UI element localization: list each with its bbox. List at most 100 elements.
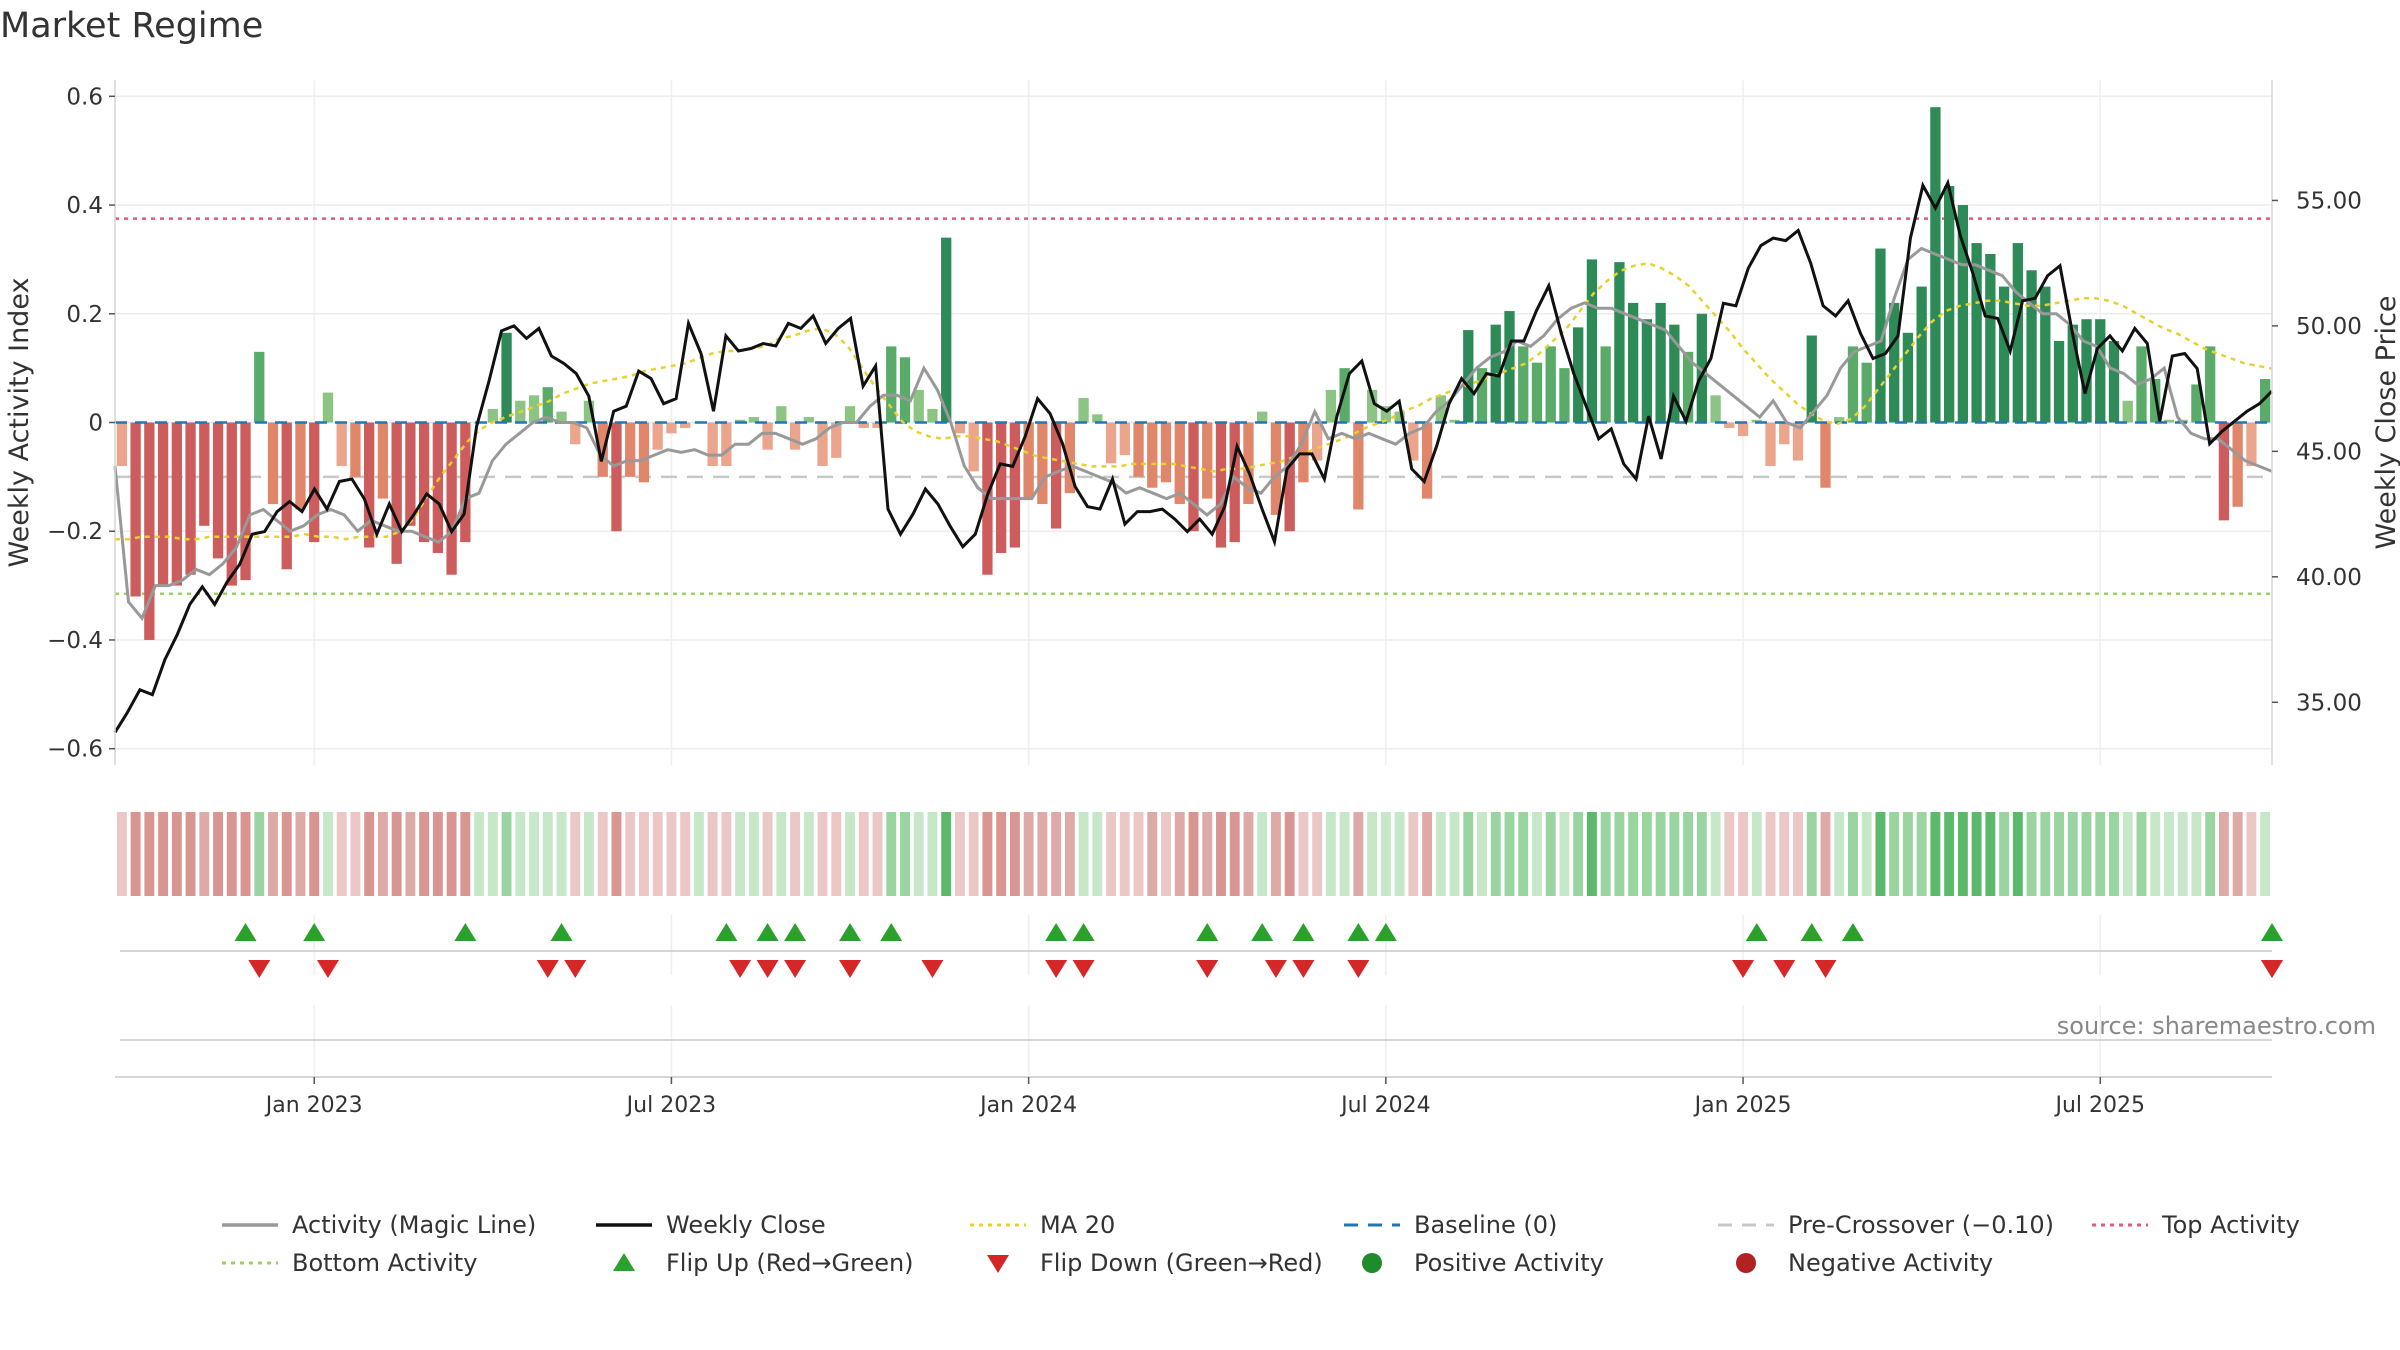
activity-bar bbox=[1366, 389, 1378, 423]
legend-item: Weekly Close bbox=[596, 1211, 826, 1239]
regime-cell bbox=[1985, 812, 1996, 896]
activity-bar bbox=[789, 422, 801, 450]
flip-down-marker bbox=[729, 960, 752, 978]
activity-bar bbox=[652, 422, 663, 450]
flip-up-marker bbox=[1251, 923, 1274, 941]
regime-cell bbox=[130, 812, 141, 896]
legend-item: Baseline (0) bbox=[1344, 1211, 1557, 1239]
regime-cell bbox=[1490, 812, 1501, 896]
activity-bar bbox=[1682, 351, 1694, 423]
flip-down-marker bbox=[1732, 960, 1755, 978]
legend-item: Positive Activity bbox=[1362, 1249, 1604, 1277]
regime-cell bbox=[1861, 812, 1872, 896]
regime-cell bbox=[1696, 812, 1707, 896]
activity-bar bbox=[707, 422, 718, 466]
activity-bar bbox=[1380, 406, 1391, 423]
regime-cell bbox=[1504, 812, 1515, 896]
y-right-tick-label: 40.00 bbox=[2296, 565, 2362, 591]
regime-cell bbox=[185, 812, 196, 896]
flip-up-marker bbox=[1072, 923, 1095, 941]
x-tick-label: Jul 2025 bbox=[2053, 1093, 2145, 1118]
regime-cell bbox=[144, 812, 155, 896]
regime-cell bbox=[460, 812, 471, 896]
flip-down-marker bbox=[839, 960, 862, 978]
legend-label: MA 20 bbox=[1040, 1211, 1115, 1239]
activity-bar bbox=[1394, 411, 1405, 423]
regime-cell bbox=[254, 812, 265, 896]
flip-up-marker bbox=[1347, 923, 1370, 941]
regime-cell bbox=[1216, 812, 1226, 896]
regime-cell bbox=[1889, 812, 1900, 896]
activity-bar bbox=[1531, 362, 1543, 423]
activity-bar bbox=[1559, 368, 1570, 423]
activity-bar bbox=[418, 422, 430, 543]
magic-line bbox=[113, 246, 2273, 622]
flip-up-marker bbox=[1292, 923, 1315, 941]
activity-bar bbox=[1641, 319, 1653, 423]
activity-bar bbox=[487, 408, 498, 423]
flip-down-marker bbox=[1292, 960, 1315, 978]
activity-bar bbox=[1943, 186, 1955, 423]
activity-bar bbox=[1930, 107, 1941, 423]
regime-cell bbox=[1078, 812, 1089, 896]
regime-cell bbox=[1394, 812, 1405, 896]
flip-down-marker bbox=[1072, 960, 1095, 978]
regime-cell bbox=[2040, 812, 2051, 896]
regime-cell bbox=[2026, 812, 2037, 896]
activity-bar bbox=[776, 406, 787, 423]
flip-up-marker bbox=[550, 923, 573, 941]
regime-cell bbox=[900, 812, 910, 896]
regime-cell bbox=[1779, 812, 1790, 896]
activity-bar bbox=[844, 406, 856, 423]
regime-cell bbox=[611, 812, 622, 896]
regime-cell bbox=[1477, 812, 1487, 896]
regime-cell bbox=[1710, 812, 1721, 896]
regime-cell bbox=[2191, 812, 2202, 896]
regime-cell bbox=[350, 812, 361, 896]
regime-cell bbox=[1999, 812, 2010, 896]
regime-cell bbox=[556, 812, 567, 896]
regime-cell bbox=[2095, 812, 2106, 896]
activity-bar bbox=[941, 237, 952, 423]
activity-bar bbox=[899, 357, 911, 423]
activity-bar bbox=[1586, 259, 1598, 423]
regime-cell bbox=[295, 812, 306, 896]
legend-item: Flip Down (Green→Red) bbox=[987, 1249, 1323, 1277]
y-right-tick-label: 50.00 bbox=[2296, 314, 2362, 340]
activity-bar bbox=[2218, 422, 2230, 521]
activity-bar bbox=[432, 422, 444, 553]
flip-up-marker bbox=[454, 923, 477, 941]
regime-cell bbox=[1284, 812, 1295, 896]
y-left-axis-label: Weekly Activity Index bbox=[4, 278, 35, 568]
regime-cell bbox=[1724, 812, 1735, 896]
legend-label: Positive Activity bbox=[1414, 1249, 1604, 1277]
flip-down-marker bbox=[756, 960, 779, 978]
regime-cell bbox=[1902, 812, 1913, 896]
regime-cell bbox=[776, 812, 787, 896]
activity-bar bbox=[1243, 422, 1254, 505]
legend-label: Bottom Activity bbox=[292, 1249, 477, 1277]
regime-cell bbox=[1751, 812, 1762, 896]
activity-bar bbox=[1160, 422, 1172, 483]
regime-cell bbox=[735, 812, 746, 896]
regime-cell bbox=[1092, 812, 1103, 896]
activity-bar bbox=[762, 422, 773, 450]
activity-bar bbox=[1215, 422, 1227, 548]
legend-label: Flip Up (Red→Green) bbox=[666, 1249, 914, 1277]
weekly-close-line bbox=[113, 178, 2274, 734]
regime-cell bbox=[1174, 812, 1185, 896]
regime-cell bbox=[2260, 812, 2271, 896]
activity-bar bbox=[1847, 346, 1859, 423]
y-left-tick-label: 0.2 bbox=[66, 302, 103, 328]
regime-cell bbox=[268, 812, 278, 896]
flip-up-marker bbox=[234, 923, 257, 941]
legend-item: Flip Up (Red→Green) bbox=[613, 1249, 914, 1277]
flip-up-marker bbox=[880, 923, 903, 941]
regime-cell bbox=[2232, 812, 2243, 896]
activity-bar bbox=[1573, 327, 1584, 423]
regime-cell bbox=[1600, 812, 1611, 896]
activity-bar bbox=[1092, 414, 1103, 423]
activity-bar bbox=[1202, 422, 1213, 499]
y-left-tick-label: 0.4 bbox=[66, 193, 103, 219]
